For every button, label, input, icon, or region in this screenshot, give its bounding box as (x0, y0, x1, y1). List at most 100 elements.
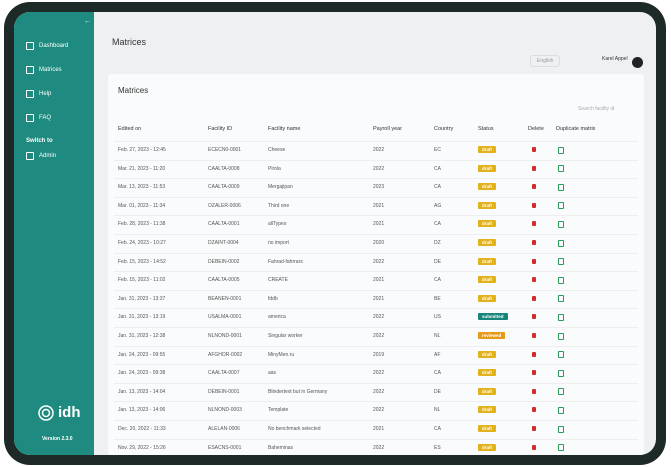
duplicate-button[interactable] (558, 220, 564, 228)
delete-button[interactable] (532, 221, 536, 227)
cell: CA (434, 426, 441, 432)
delete-button[interactable] (532, 240, 536, 245)
delete-button[interactable] (532, 444, 536, 450)
row-divider (114, 252, 638, 254)
status-badge: draft (478, 387, 496, 395)
cell: CAALTA-0008 (208, 165, 240, 172)
cell: BE (434, 295, 441, 302)
duplicate-button[interactable] (558, 146, 564, 154)
cell: BEANEN-0001 (208, 295, 242, 302)
sidebar-link[interactable]: Help (26, 90, 51, 98)
cell: 2021 (373, 426, 385, 432)
cell: CA (434, 370, 441, 377)
cell: ESACNS-0001 (208, 444, 242, 451)
cell: AG (434, 202, 442, 209)
delete-button[interactable] (532, 277, 536, 283)
delete-button[interactable] (532, 407, 536, 413)
column-header: Delete (528, 126, 544, 132)
cell: 2022 (373, 407, 385, 414)
icon (26, 90, 34, 98)
delete-button[interactable] (532, 165, 536, 171)
row-divider (114, 141, 638, 142)
cell: CA (434, 277, 441, 284)
cell: CAALTA-0005 (208, 277, 240, 284)
duplicate-button[interactable] (558, 351, 564, 359)
delete-button[interactable] (532, 388, 536, 394)
cell: CA (434, 221, 441, 228)
row-divider (114, 438, 638, 440)
cell: Baheminas (268, 444, 294, 451)
duplicate-button[interactable] (558, 276, 564, 284)
duplicate-button[interactable] (558, 183, 564, 191)
cell: DZ (434, 240, 441, 246)
cell: Template (268, 407, 289, 414)
tablet-frame: ← Dashboard Matrices Help FAQ Switch to Adm… (4, 2, 666, 465)
icon (26, 66, 34, 74)
duplicate-button[interactable] (558, 369, 564, 377)
delete-button[interactable] (532, 314, 536, 320)
row-divider (114, 178, 638, 180)
cell: 2021 (373, 221, 385, 228)
cell: MinyMen.ru (268, 351, 295, 358)
delete-button[interactable] (532, 295, 536, 301)
sidebar-text: FAQ (39, 115, 52, 121)
status-badge: draft (478, 406, 496, 414)
cell: ALELAN-0006 (208, 426, 240, 432)
status-badge: draft (478, 183, 496, 191)
cell: 2023 (373, 184, 385, 191)
cell: Feb. 15, 2023 - 14:52 (118, 258, 166, 265)
status-badge: draft (478, 350, 496, 358)
sidebar-link[interactable]: Matrices (26, 66, 62, 74)
duplicate-button[interactable] (558, 313, 564, 321)
duplicate-button[interactable] (558, 388, 564, 396)
cell: 2022 (373, 314, 385, 321)
duplicate-button[interactable] (558, 295, 564, 303)
row-divider (114, 215, 638, 217)
delete-button[interactable] (532, 333, 536, 338)
user-name: Karel Appel (602, 56, 628, 62)
cell: 2022 (373, 147, 385, 153)
cell: OZALER-0006 (208, 202, 241, 209)
sidebar-link[interactable]: Dashboard (26, 42, 68, 50)
delete-button[interactable] (532, 147, 536, 152)
sidebar: ← Dashboard Matrices Help FAQ Switch to Adm… (14, 12, 94, 455)
delete-button[interactable] (532, 351, 536, 357)
delete-button[interactable] (532, 184, 536, 190)
duplicate-button[interactable] (558, 239, 564, 247)
sidebar-link[interactable]: FAQ (26, 114, 51, 122)
status-badge: draft (478, 294, 496, 302)
cell: 2020 (373, 240, 385, 246)
delete-button[interactable] (532, 426, 536, 431)
row-divider (114, 271, 638, 273)
duplicate-button[interactable] (558, 332, 564, 340)
cell: DZAINT-0004 (208, 240, 239, 246)
column-header: Duplicate matrix (556, 126, 596, 132)
row-divider (114, 420, 638, 421)
sidebar-text: Matrices (39, 67, 62, 73)
duplicate-button[interactable] (558, 258, 564, 266)
search-input[interactable]: Search facility id (578, 106, 615, 112)
duplicate-button[interactable] (558, 202, 564, 210)
cell: DE (434, 258, 441, 265)
admin-link[interactable]: Admin (26, 152, 56, 160)
cell: Jan. 24, 2023 - 09:38 (118, 370, 166, 377)
duplicate-button[interactable] (558, 425, 564, 433)
cell: 2021 (373, 202, 385, 209)
cell: Jan. 31, 2023 - 13:37 (118, 295, 166, 302)
column-header: Facility name (268, 126, 301, 132)
delete-button[interactable] (532, 258, 536, 264)
language-select[interactable]: English (530, 55, 561, 67)
cell: allTypes (268, 221, 287, 228)
collapse-icon[interactable]: ← (84, 18, 91, 25)
duplicate-button[interactable] (558, 406, 564, 414)
cell: Nov. 29, 2022 - 15:26 (118, 444, 166, 451)
cell: 2022 (373, 444, 385, 451)
delete-button[interactable] (532, 370, 536, 376)
duplicate-button[interactable] (558, 444, 564, 452)
duplicate-button[interactable] (558, 165, 564, 173)
delete-button[interactable] (532, 202, 536, 208)
cell: ECECN0-0001 (208, 147, 242, 153)
cell: Jan. 13, 2023 - 14:06 (118, 407, 166, 414)
avatar[interactable] (632, 57, 643, 68)
logo: idh (38, 404, 81, 421)
